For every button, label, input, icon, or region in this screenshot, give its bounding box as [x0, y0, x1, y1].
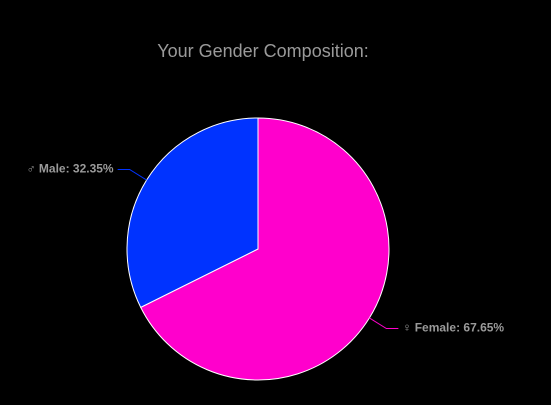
chart-title: Your Gender Composition:: [157, 41, 368, 61]
pie-slice: [140, 117, 390, 381]
pie-slice: [126, 117, 259, 309]
data-label: ♂ Male: 32.35%: [27, 162, 114, 176]
data-label: ♀ Female: 67.65%: [402, 321, 504, 335]
label-line: [117, 168, 147, 181]
label-line: [369, 317, 399, 330]
